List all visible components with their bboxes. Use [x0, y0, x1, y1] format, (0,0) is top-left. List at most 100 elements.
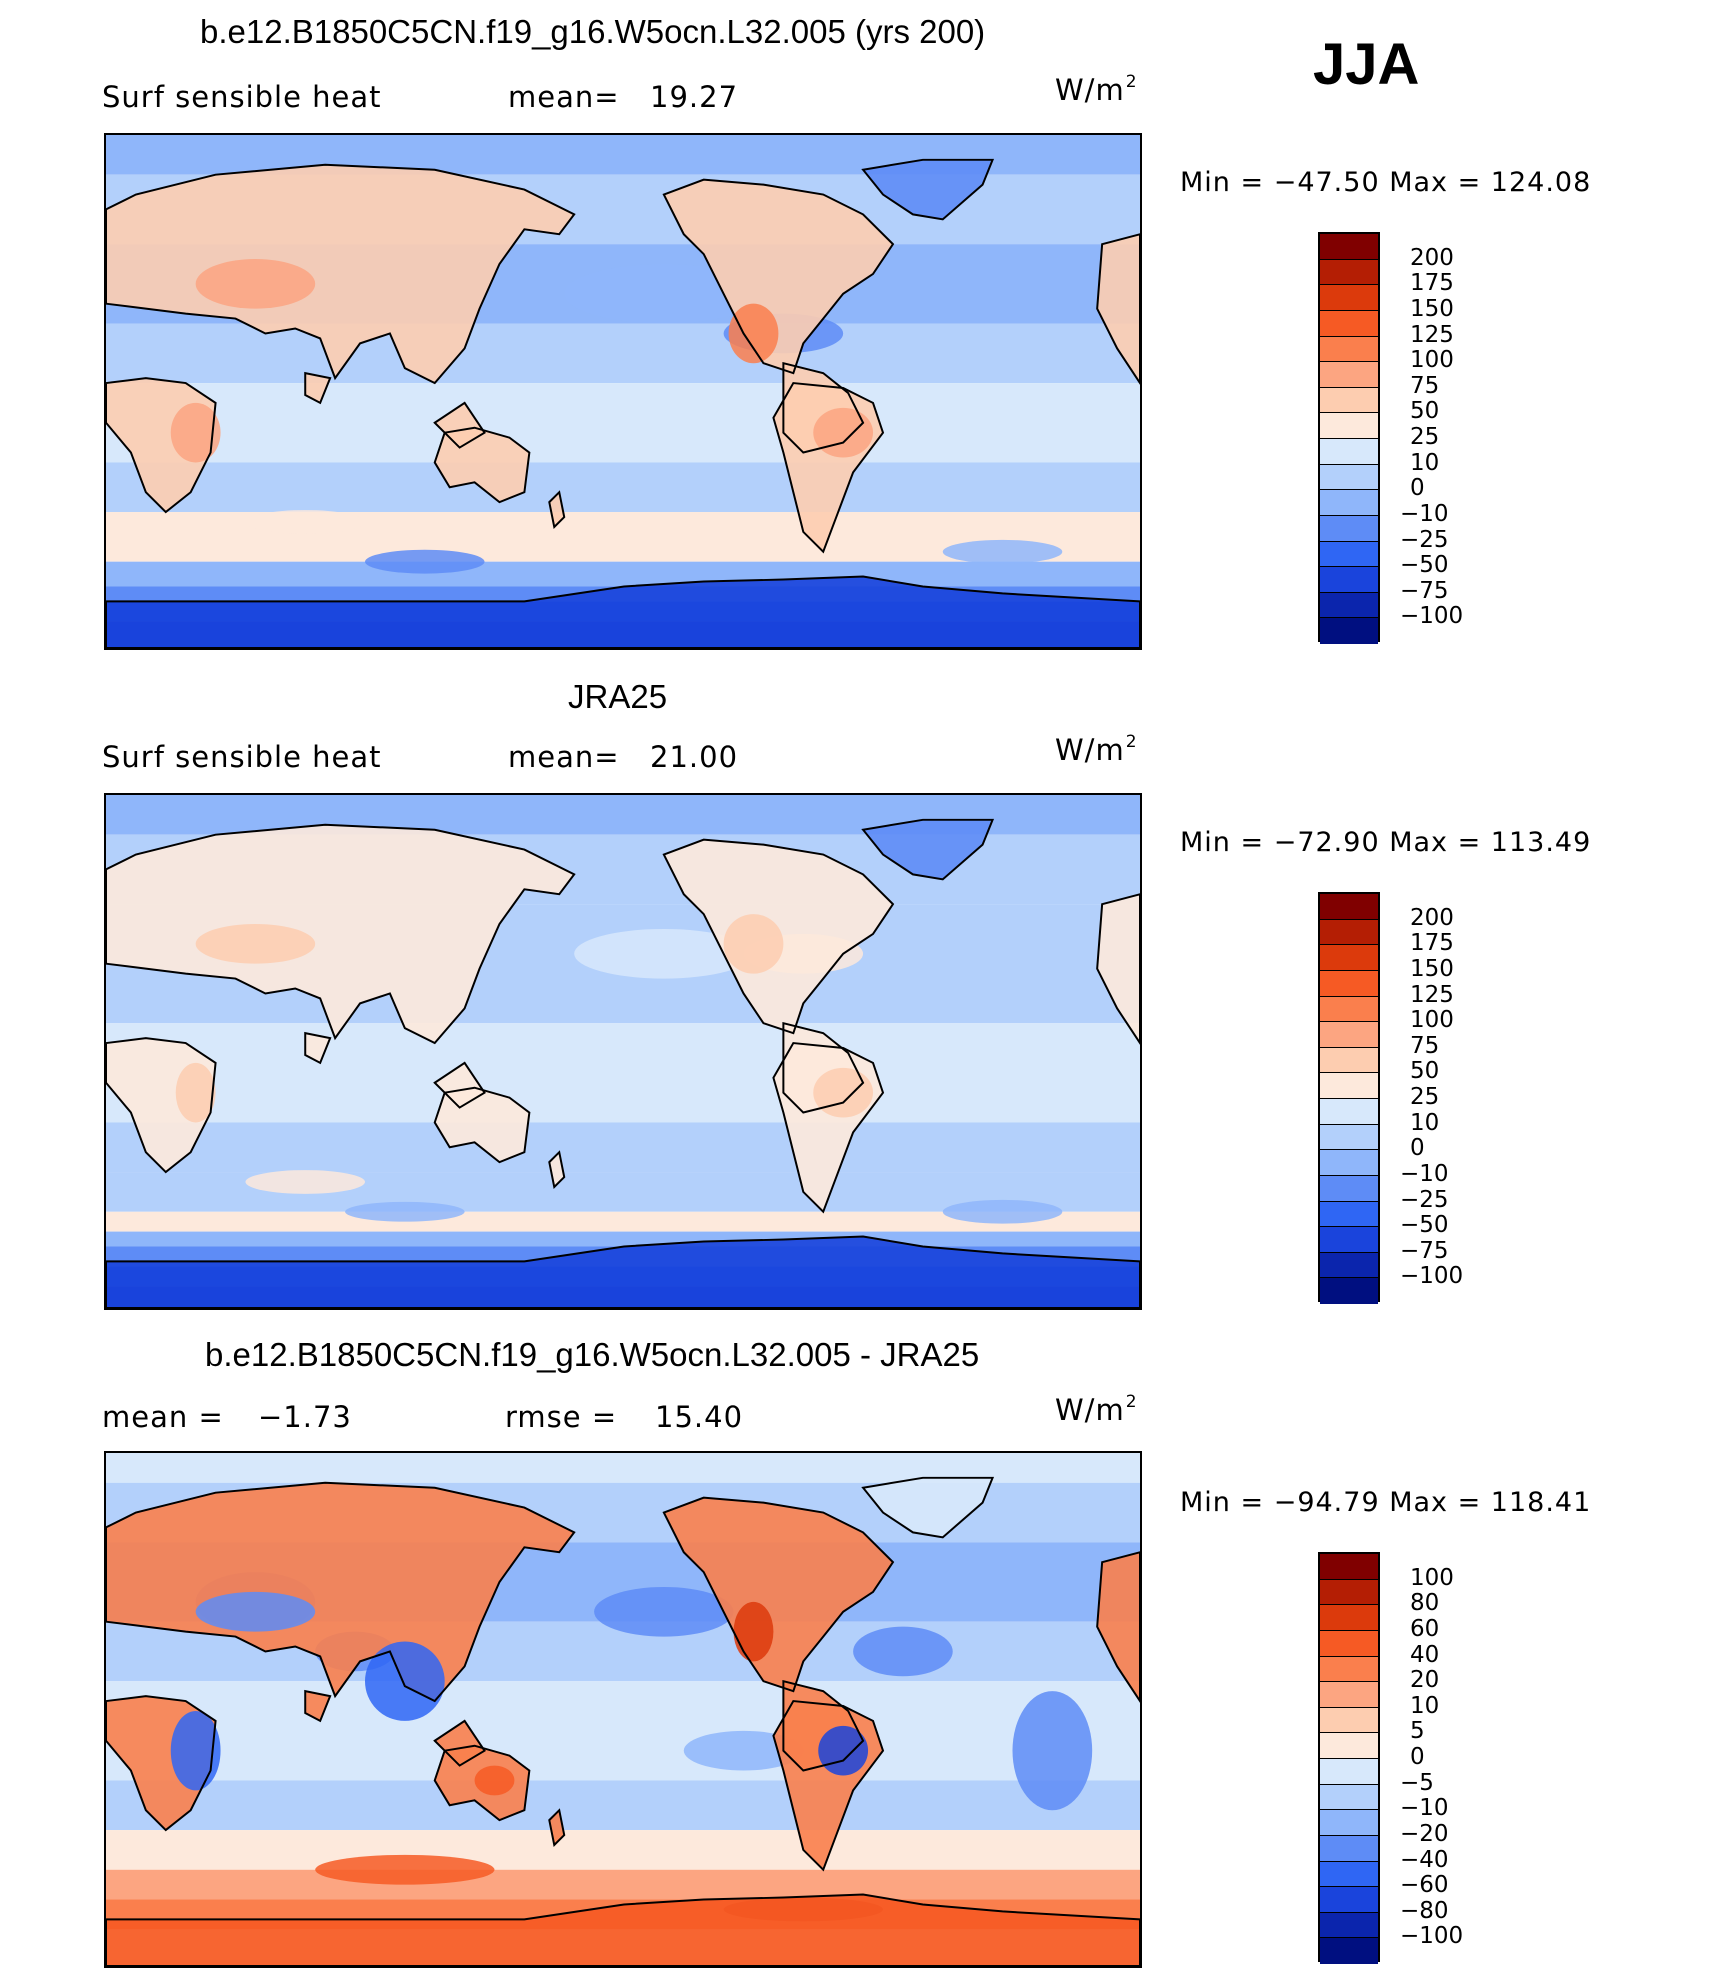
- colorbar-tick-label: 25: [1410, 424, 1440, 450]
- colorbar-tick-label: 100: [1410, 1007, 1454, 1034]
- colorbar-swatch: [1320, 1022, 1378, 1048]
- panel-1-title: b.e12.B1850C5CN.f19_g16.W5ocn.L32.005 (y…: [200, 13, 986, 50]
- colorbar-swatch: [1320, 259, 1378, 286]
- colorbar-swatch: [1320, 362, 1378, 388]
- colorbar-tick-label: 100: [1410, 347, 1454, 374]
- colorbar-tick-label: 0: [1410, 1135, 1425, 1162]
- colorbar-tick-label: −25: [1400, 526, 1449, 553]
- colorbar-tick-label: 200: [1410, 904, 1454, 931]
- panel-2-title: JRA25: [568, 678, 668, 715]
- colorbar-tick-label: 60: [1410, 1615, 1440, 1642]
- colorbar-tick-label: 5: [1410, 1718, 1425, 1745]
- colorbar-swatch: [1320, 1150, 1378, 1176]
- colorbar-swatch: [1320, 1278, 1378, 1304]
- colorbar-swatch: [1320, 1124, 1378, 1151]
- colorbar-tick-label: −10: [1400, 1795, 1449, 1822]
- panel-1-map-plot: [106, 135, 1140, 648]
- colorbar-swatch: [1320, 1656, 1378, 1683]
- colorbar-tick-label: −50: [1400, 552, 1449, 579]
- panel-2-min-max: Min = −72.90 Max = 113.49: [1180, 827, 1592, 858]
- colorbar-swatch: [1320, 618, 1378, 644]
- colorbar-swatch: [1320, 1759, 1378, 1785]
- colorbar-swatch: [1320, 996, 1378, 1023]
- panel-3-colorbar: [1318, 1552, 1380, 1964]
- colorbar-swatch: [1320, 1707, 1378, 1734]
- colorbar-swatch: [1320, 970, 1378, 997]
- colorbar-tick-label: −10: [1400, 1160, 1449, 1187]
- colorbar-swatch: [1320, 413, 1378, 439]
- colorbar-swatch: [1320, 310, 1378, 337]
- panel-1-variable-label: Surf sensible heat: [102, 80, 382, 114]
- colorbar-swatch: [1320, 919, 1378, 946]
- colorbar-tick-label: 0: [1410, 1744, 1425, 1770]
- panel-3-map-plot: [106, 1453, 1140, 1966]
- colorbar-tick-label: −50: [1400, 1212, 1449, 1239]
- colorbar-tick-label: 20: [1410, 1667, 1440, 1694]
- panel-2-map: [104, 793, 1142, 1310]
- colorbar-swatch: [1320, 1252, 1378, 1279]
- colorbar-swatch: [1320, 567, 1378, 593]
- colorbar-tick-label: 175: [1410, 930, 1454, 957]
- panel-1-mean-label: mean=: [508, 80, 620, 114]
- colorbar-swatch: [1320, 336, 1378, 363]
- colorbar-tick-label: 125: [1410, 321, 1454, 348]
- colorbar-tick-label: 25: [1410, 1084, 1440, 1110]
- colorbar-swatch: [1320, 285, 1378, 311]
- colorbar-tick-label: −100: [1400, 603, 1464, 630]
- panel-3-title: b.e12.B1850C5CN.f19_g16.W5ocn.L32.005 - …: [205, 1336, 980, 1373]
- colorbar-tick-label: −80: [1400, 1897, 1449, 1924]
- colorbar-swatch: [1320, 490, 1378, 516]
- colorbar-swatch: [1320, 945, 1378, 971]
- colorbar-tick-label: 75: [1410, 1032, 1440, 1059]
- panel-3-units: W/m2: [1055, 1392, 1138, 1427]
- colorbar-swatch: [1320, 541, 1378, 568]
- colorbar-tick-label: −100: [1400, 1923, 1464, 1950]
- panel-3-map: [104, 1451, 1142, 1968]
- season-label: JJA: [1313, 32, 1420, 97]
- colorbar-tick-label: −40: [1400, 1846, 1449, 1873]
- colorbar-tick-label: −100: [1400, 1263, 1464, 1290]
- colorbar-swatch: [1320, 1047, 1378, 1074]
- colorbar-swatch: [1320, 1554, 1378, 1580]
- colorbar-tick-label: 150: [1410, 295, 1454, 322]
- colorbar-tick-label: 10: [1410, 1692, 1440, 1719]
- colorbar-tick-label: −25: [1400, 1186, 1449, 1213]
- colorbar-tick-label: −75: [1400, 1237, 1449, 1264]
- colorbar-swatch: [1320, 1835, 1378, 1862]
- colorbar-tick-label: 10: [1410, 1109, 1440, 1136]
- colorbar-tick-label: 150: [1410, 955, 1454, 982]
- colorbar-tick-label: 125: [1410, 981, 1454, 1008]
- colorbar-tick-label: 175: [1410, 270, 1454, 297]
- colorbar-tick-label: −10: [1400, 500, 1449, 527]
- colorbar-tick-label: 200: [1410, 244, 1454, 271]
- panel-3-mean-label: mean =: [102, 1400, 224, 1434]
- colorbar-tick-label: −60: [1400, 1872, 1449, 1899]
- panel-2-variable-label: Surf sensible heat: [102, 740, 382, 774]
- colorbar-tick-label: 0: [1410, 475, 1425, 502]
- colorbar-swatch: [1320, 1682, 1378, 1708]
- panel-3-mean-value: −1.73: [258, 1400, 352, 1434]
- panel-3-min-max: Min = −94.79 Max = 118.41: [1180, 1487, 1592, 1518]
- panel-2-mean-value: 21.00: [650, 740, 739, 774]
- colorbar-swatch: [1320, 515, 1378, 542]
- colorbar-swatch: [1320, 439, 1378, 465]
- panel-1-units: W/m2: [1055, 72, 1138, 107]
- panel-2-units: W/m2: [1055, 732, 1138, 767]
- colorbar-swatch: [1320, 1861, 1378, 1888]
- colorbar-swatch: [1320, 234, 1378, 260]
- colorbar-swatch: [1320, 1175, 1378, 1202]
- colorbar-tick-label: −5: [1400, 1769, 1434, 1796]
- panel-1-mean-value: 19.27: [650, 80, 739, 114]
- colorbar-swatch: [1320, 1912, 1378, 1939]
- colorbar-tick-label: 75: [1410, 372, 1440, 399]
- panel-2-map-plot: [106, 795, 1140, 1308]
- colorbar-tick-label: 10: [1410, 449, 1440, 476]
- colorbar-swatch: [1320, 1810, 1378, 1836]
- colorbar-tick-label: 80: [1410, 1590, 1440, 1617]
- colorbar-swatch: [1320, 1099, 1378, 1125]
- panel-1-min-max: Min = −47.50 Max = 124.08: [1180, 167, 1592, 198]
- colorbar-tick-label: −20: [1400, 1820, 1449, 1847]
- colorbar-swatch: [1320, 1605, 1378, 1631]
- colorbar-tick-label: 40: [1410, 1641, 1440, 1668]
- colorbar-swatch: [1320, 464, 1378, 491]
